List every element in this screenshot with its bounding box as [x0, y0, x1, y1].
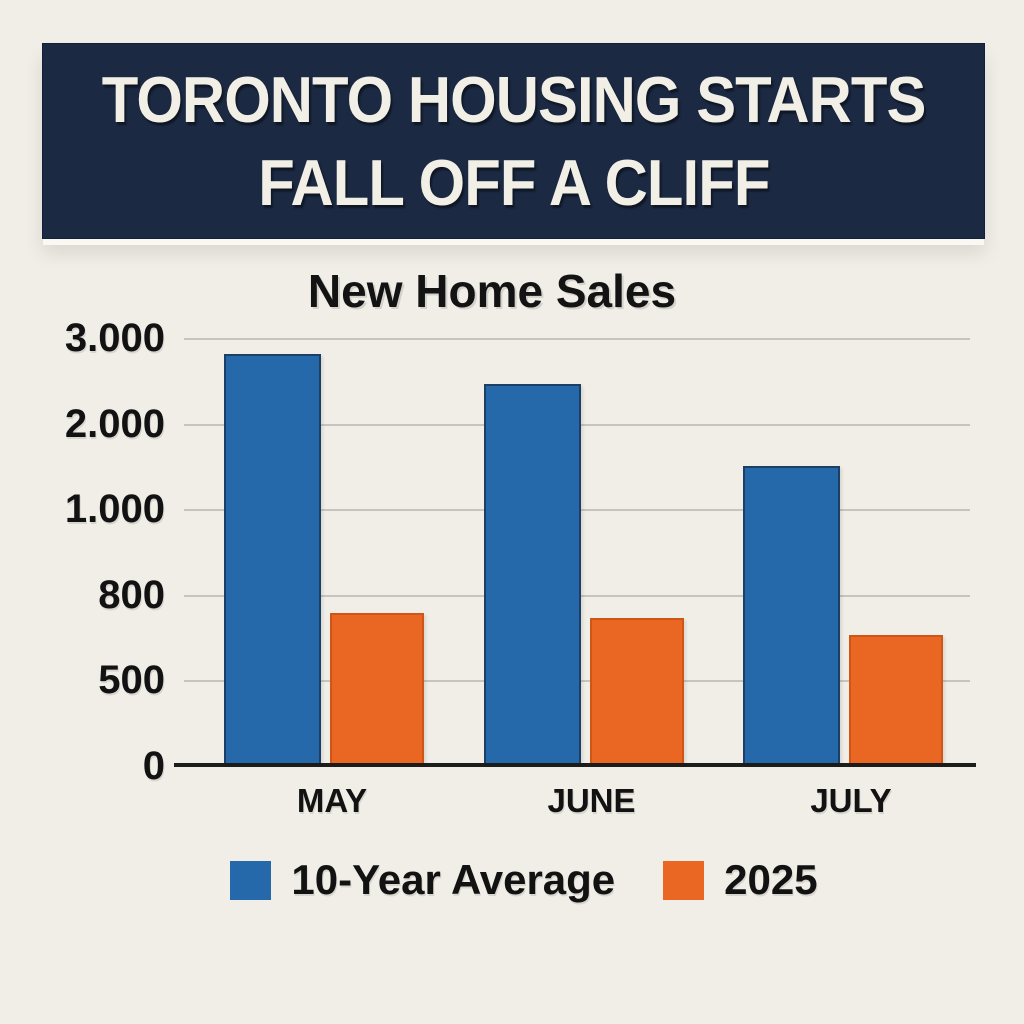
legend-item-2025: 2025	[663, 856, 818, 904]
legend-swatch-2025	[663, 860, 705, 900]
bar-chart-plot	[174, 338, 976, 767]
legend-item-10-year-average: 10-Year Average	[230, 856, 615, 904]
bar-july-2025	[849, 635, 943, 763]
headline-banner: TORONTO HOUSING STARTS FALL OFF A CLIFF	[42, 43, 985, 239]
x-axis-label-may: MAY	[296, 782, 368, 819]
legend-label-2025: 2025	[724, 856, 818, 903]
bar-may-10-year-average	[224, 354, 321, 763]
x-axis-line	[174, 763, 976, 767]
y-axis-tick-label-0: 0	[142, 744, 165, 788]
bar-may-2025	[330, 613, 424, 763]
legend-label-10-year-average: 10-Year Average	[291, 856, 616, 903]
chart-title: New Home Sales	[307, 265, 677, 317]
y-axis-tick-label-1-000: 1.000	[64, 487, 165, 532]
y-axis-tick-labels: 3.000 2.000 1.000 800 500 0	[40, 317, 165, 787]
gridline-3-000	[184, 338, 970, 340]
y-axis-tick-label-500: 500	[98, 658, 165, 703]
y-axis-tick-label-2-000: 2.000	[64, 401, 165, 446]
headline-line-1: TORONTO HOUSING STARTS	[101, 62, 927, 136]
legend-swatch-10-year-average	[230, 860, 272, 900]
bar-june-2025	[589, 618, 684, 763]
y-axis-tick-label-3-000: 3.000	[64, 316, 165, 360]
x-axis-labels: MAY JUNE JULY	[180, 782, 970, 822]
x-axis-label-july: JULY	[810, 782, 892, 819]
y-axis-tick-label-800: 800	[98, 572, 165, 617]
headline-line-2: FALL OFF A CLIFF	[257, 146, 770, 219]
x-axis-label-june: JUNE	[547, 782, 636, 819]
bar-july-10-year-average	[743, 466, 840, 763]
bar-june-10-year-average	[483, 384, 581, 763]
legend: 10-Year Average 2025	[12, 856, 1024, 904]
